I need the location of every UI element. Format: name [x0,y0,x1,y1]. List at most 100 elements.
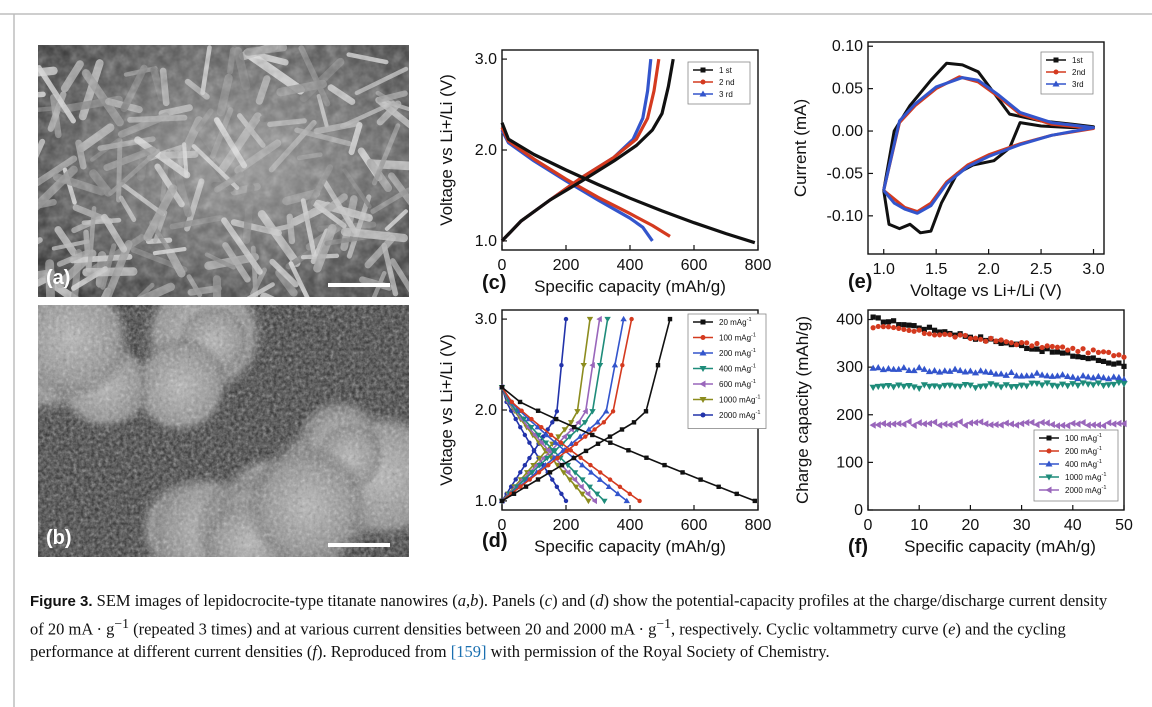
x-axis-label: Specific capacity (mAh/g) [904,537,1096,556]
data-point [568,448,573,453]
cycle-point [982,368,990,375]
sem-image-b-texture [38,305,409,557]
citation-link[interactable]: [159] [450,641,487,661]
x-tick-label: 0 [864,517,873,534]
cycle-point [896,322,902,328]
cycle-point [1034,340,1040,347]
y-tick-label: 0.10 [832,38,863,55]
data-point [521,477,528,483]
y-tick-label: -0.05 [827,165,864,182]
cycle-point [992,420,999,429]
legend-label: 2000 mAg-1 [1065,485,1106,495]
cycle-point [915,419,922,427]
caption-ref-b: b [470,591,479,610]
legend-marker [1045,460,1053,467]
data-point [594,419,601,425]
data-point [559,462,565,468]
scale-bar-a [328,283,390,287]
caption-text-4: ) show the potential-capacity profiles a… [30,591,1108,639]
cycle-point [1120,375,1128,383]
x-tick-label: 0 [498,517,507,534]
data-point [596,362,604,369]
data-point [644,455,649,460]
cv-curve-1st [882,61,1095,235]
cycle-point [875,315,881,321]
cycle-point [1106,349,1112,355]
figure-caption: Figure 3. SEM images of lepidocrocite-ty… [30,590,1125,663]
cycle-point [936,368,944,375]
legend-marker [700,319,706,325]
data-point [627,491,632,497]
data-point [572,484,580,490]
data-point [552,439,559,445]
data-point [610,409,616,414]
cycle-point [978,336,984,342]
cycle-point [941,382,949,390]
cycle-point [910,421,917,429]
cycle-point [869,421,876,429]
cycle-point [921,330,927,336]
y-tick-label: -0.10 [827,208,864,225]
x-tick-label: 800 [745,517,772,534]
data-point [536,455,543,462]
legend-box [687,313,767,429]
plot-frame [867,41,1105,255]
legend-label: 100 mAg-1 [719,333,756,343]
cycle-point [1121,363,1127,369]
cycle-point [890,384,898,391]
cycle-point [1043,380,1051,387]
cycle-point [997,421,1004,429]
cycle-point [911,328,917,334]
y-tick-label: 0 [854,502,863,519]
cycle-point [1064,422,1071,430]
cycle-point [1002,382,1010,389]
data-point [607,477,613,482]
y-tick-label: 3.0 [475,51,497,68]
data-point [583,448,589,454]
cycle-point [930,367,939,374]
data-point [605,483,613,489]
x-tick-label: 1.5 [925,261,947,278]
data-point [620,315,627,322]
legend-label: 400 mAg-1 [1065,459,1102,469]
y-axis-label: Voltage vs Li+/Li (V) [437,334,456,486]
cycle-point [1090,355,1096,361]
data-point [527,440,532,445]
cycle-point [931,332,938,338]
x-axis-label: Specific capacity (mAh/g) [534,537,726,556]
cycle-point [1094,380,1102,387]
cycle-point [1089,421,1096,429]
cycle-point [884,420,892,429]
x-tick-label: 200 [553,257,580,274]
data-point [543,431,550,438]
cycle-point [1084,421,1091,429]
cycle-point [1043,419,1050,427]
cycle-point [982,420,989,428]
data-point [585,426,593,432]
cycle-point [1116,352,1122,358]
cycle-point [936,384,944,391]
cycle-point [941,367,949,374]
cycle-point [947,332,953,338]
legend-marker [699,380,706,388]
cycle-point [997,384,1005,391]
cycle-point [1095,349,1101,355]
data-point [752,498,757,504]
data-point [548,432,554,438]
data-point [535,408,541,413]
x-tick-label: 2.0 [977,261,999,278]
cycle-point [951,365,959,372]
caption-text-1: SEM images of lepidocrocite-type titanat… [96,591,458,610]
cycle-point [1039,348,1045,355]
cycle-point [1049,343,1055,350]
data-point [559,362,564,368]
cycle-point [910,384,918,391]
data-point [593,491,601,498]
data-point [596,476,604,482]
cycle-point [956,383,964,390]
data-point [518,424,523,430]
cycle-point [1018,420,1025,428]
data-point [626,448,631,453]
caption-text-9: with permission of the Royal Society of … [486,641,830,661]
cycle-point [1028,380,1036,387]
